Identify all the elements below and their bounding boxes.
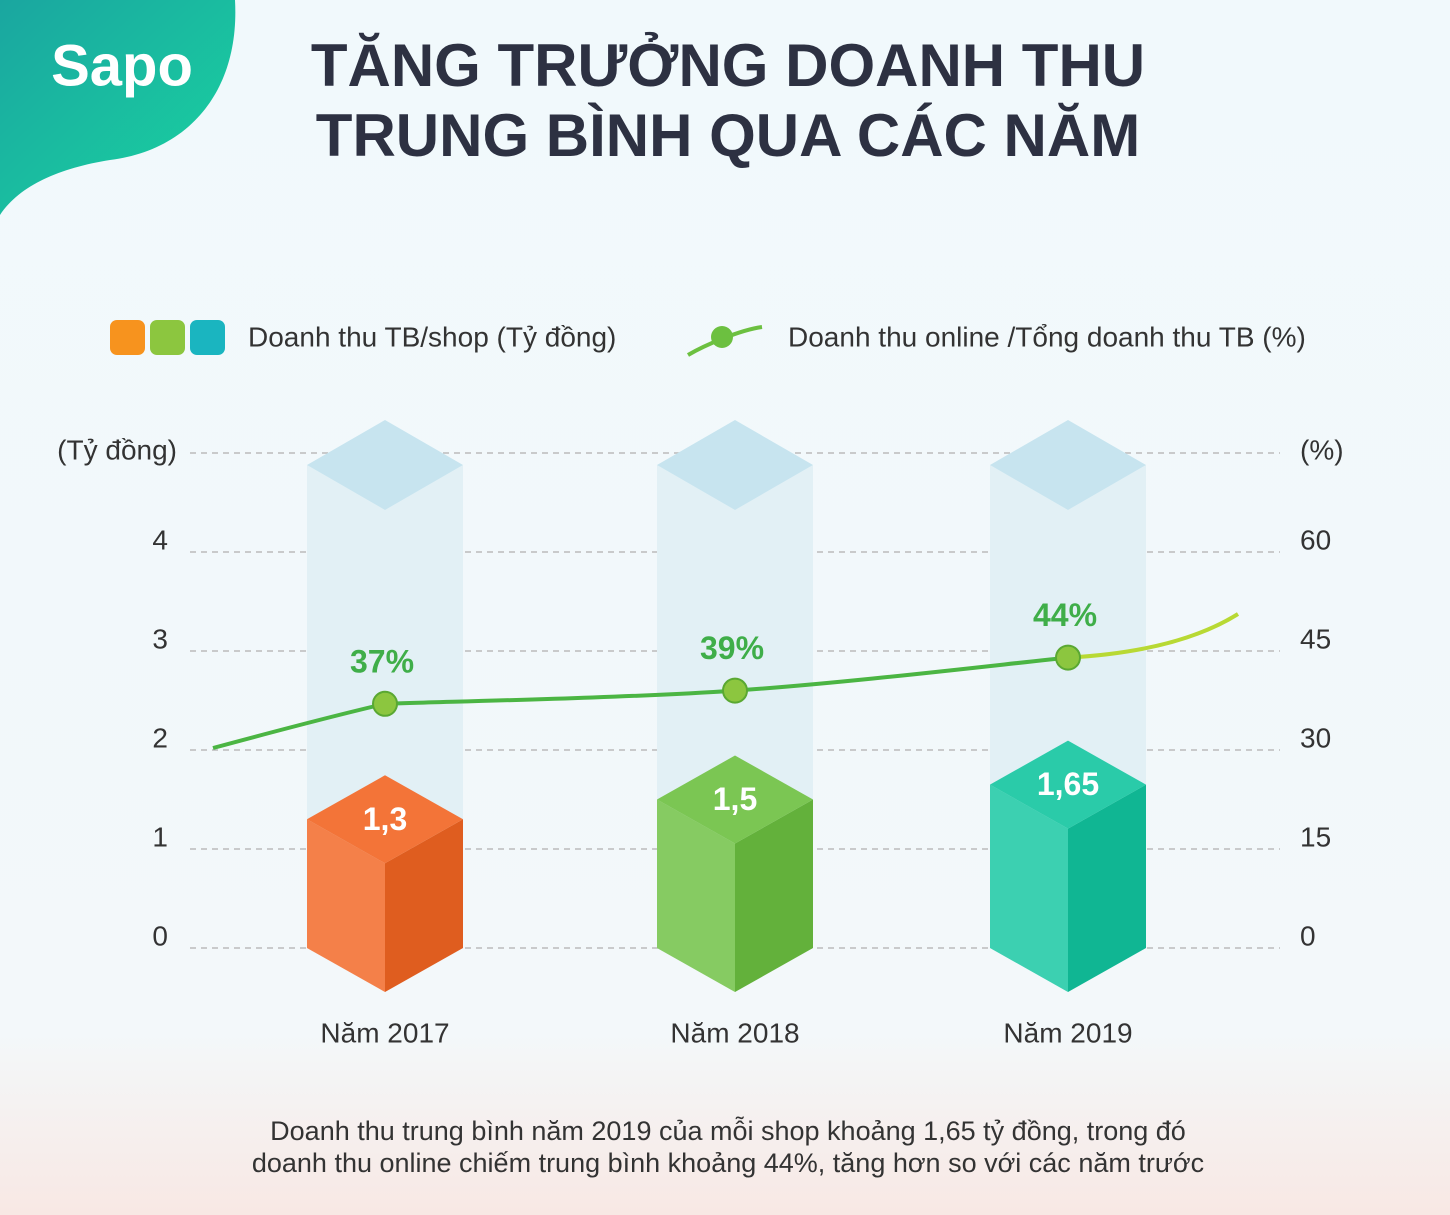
legend-marker bbox=[711, 326, 733, 348]
note: Doanh thu trung bình năm 2019 của mỗi sh… bbox=[270, 1115, 1186, 1146]
legend-swatch bbox=[190, 320, 225, 355]
y2-axis-label: (%) bbox=[1300, 434, 1344, 465]
cube-right bbox=[385, 819, 463, 992]
value-label: 1,3 bbox=[363, 801, 407, 837]
note: doanh thu online chiếm trung bình khoảng… bbox=[252, 1148, 1204, 1178]
cube-top-shade bbox=[307, 775, 463, 864]
ghost-top bbox=[307, 420, 463, 510]
legend-swatch bbox=[150, 320, 185, 355]
cube-top bbox=[307, 775, 463, 864]
legend-label: Doanh thu TB/shop (Tỷ đồng) bbox=[248, 321, 616, 352]
y-tick-label: 0 bbox=[152, 920, 168, 951]
ghost-top bbox=[990, 420, 1146, 510]
y2-tick-label: 45 bbox=[1300, 623, 1331, 654]
cube-left bbox=[307, 819, 385, 992]
cube-top bbox=[657, 755, 813, 844]
y2-tick-label: 30 bbox=[1300, 722, 1331, 753]
legend-swatch bbox=[110, 320, 145, 355]
cube-top-shade bbox=[990, 740, 1146, 829]
cube-right bbox=[1068, 784, 1146, 992]
y2-tick-label: 15 bbox=[1300, 821, 1331, 852]
y-tick-label: 2 bbox=[152, 722, 168, 753]
logo-shape bbox=[0, 0, 236, 215]
x-tick-label: Năm 2017 bbox=[320, 1017, 449, 1048]
legend: Doanh thu TB/shop (Tỷ đồng) Doanh thu on… bbox=[110, 320, 1306, 357]
cube bbox=[307, 775, 463, 992]
cube-right-shade bbox=[1068, 784, 1146, 992]
chart-title: TĂNG TRƯỞNG DOANH THU bbox=[311, 32, 1145, 99]
cube-right-shade bbox=[385, 819, 463, 992]
cube-top bbox=[990, 740, 1146, 829]
y-tick-label: 1 bbox=[152, 821, 168, 852]
point-label: 39% bbox=[700, 630, 764, 666]
cube-left bbox=[657, 799, 735, 992]
line-extension bbox=[212, 701, 386, 750]
cube-top-shade bbox=[657, 755, 813, 844]
cube bbox=[990, 740, 1146, 992]
logo-text: Sapo bbox=[51, 33, 193, 98]
cube-right-shade bbox=[735, 799, 813, 992]
line-extension bbox=[1067, 612, 1240, 660]
y-tick-label: 3 bbox=[152, 623, 168, 654]
y2-tick-label: 60 bbox=[1300, 524, 1331, 555]
point-label: 44% bbox=[1033, 597, 1097, 633]
cube-right bbox=[735, 799, 813, 992]
legend-label: Doanh thu online /Tổng doanh thu TB (%) bbox=[788, 321, 1306, 352]
ghost-top bbox=[657, 420, 813, 510]
cube-left-shade bbox=[990, 784, 1068, 992]
x-tick-label: Năm 2019 bbox=[1003, 1017, 1132, 1048]
cube bbox=[657, 755, 813, 992]
ghost-column bbox=[307, 465, 463, 864]
line-point bbox=[722, 677, 748, 704]
ghost-column bbox=[657, 465, 813, 844]
y-axis-label: (Tỷ đồng) bbox=[57, 434, 177, 465]
x-tick-label: Năm 2018 bbox=[670, 1017, 799, 1048]
cube-left bbox=[990, 784, 1068, 992]
value-label: 1,65 bbox=[1037, 766, 1099, 802]
point-label: 37% bbox=[350, 643, 414, 679]
y2-tick-label: 0 bbox=[1300, 920, 1316, 951]
cube-left-shade bbox=[657, 799, 735, 992]
cube-left-shade bbox=[307, 819, 385, 992]
y-tick-label: 4 bbox=[152, 524, 168, 555]
value-label: 1,5 bbox=[713, 781, 757, 817]
line-point bbox=[372, 690, 398, 717]
chart-title: TRUNG BÌNH QUA CÁC NĂM bbox=[316, 102, 1140, 169]
line-point bbox=[1055, 644, 1081, 671]
